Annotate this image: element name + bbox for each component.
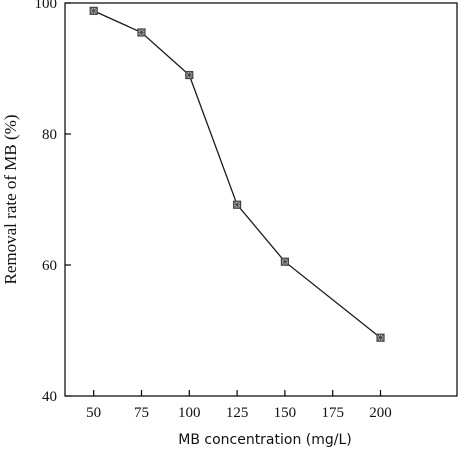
y-tick-label: 80 bbox=[42, 127, 57, 143]
x-tick-label: 100 bbox=[178, 405, 201, 421]
plot-frame bbox=[64, 2, 458, 397]
x-tick-label: 75 bbox=[134, 405, 149, 421]
x-tick-label: 150 bbox=[274, 405, 297, 421]
x-axis-title: MB concentration (mg/L) bbox=[178, 432, 352, 448]
x-tick-label: 200 bbox=[369, 405, 392, 421]
y-tick-label: 40 bbox=[42, 389, 57, 405]
y-axis-title: Removal rate of MB (%) bbox=[1, 115, 20, 285]
data-point bbox=[89, 6, 98, 15]
x-tick-label: 50 bbox=[86, 405, 101, 421]
series-line bbox=[93, 10, 381, 339]
y-axis-ticks: 40 60 80 100 bbox=[35, 0, 71, 405]
series-markers bbox=[89, 6, 385, 342]
data-point bbox=[280, 257, 290, 266]
series-lines bbox=[93, 10, 381, 339]
data-point bbox=[376, 333, 385, 342]
data-point bbox=[137, 28, 146, 37]
x-axis-ticks: 50 75 100 125 150 175 200 bbox=[86, 390, 392, 421]
x-tick-label: 175 bbox=[321, 405, 344, 421]
data-point bbox=[232, 200, 242, 209]
y-tick-label: 60 bbox=[42, 258, 57, 274]
y-tick-label: 100 bbox=[35, 0, 58, 12]
x-tick-label: 125 bbox=[226, 405, 249, 421]
data-point bbox=[185, 70, 194, 80]
